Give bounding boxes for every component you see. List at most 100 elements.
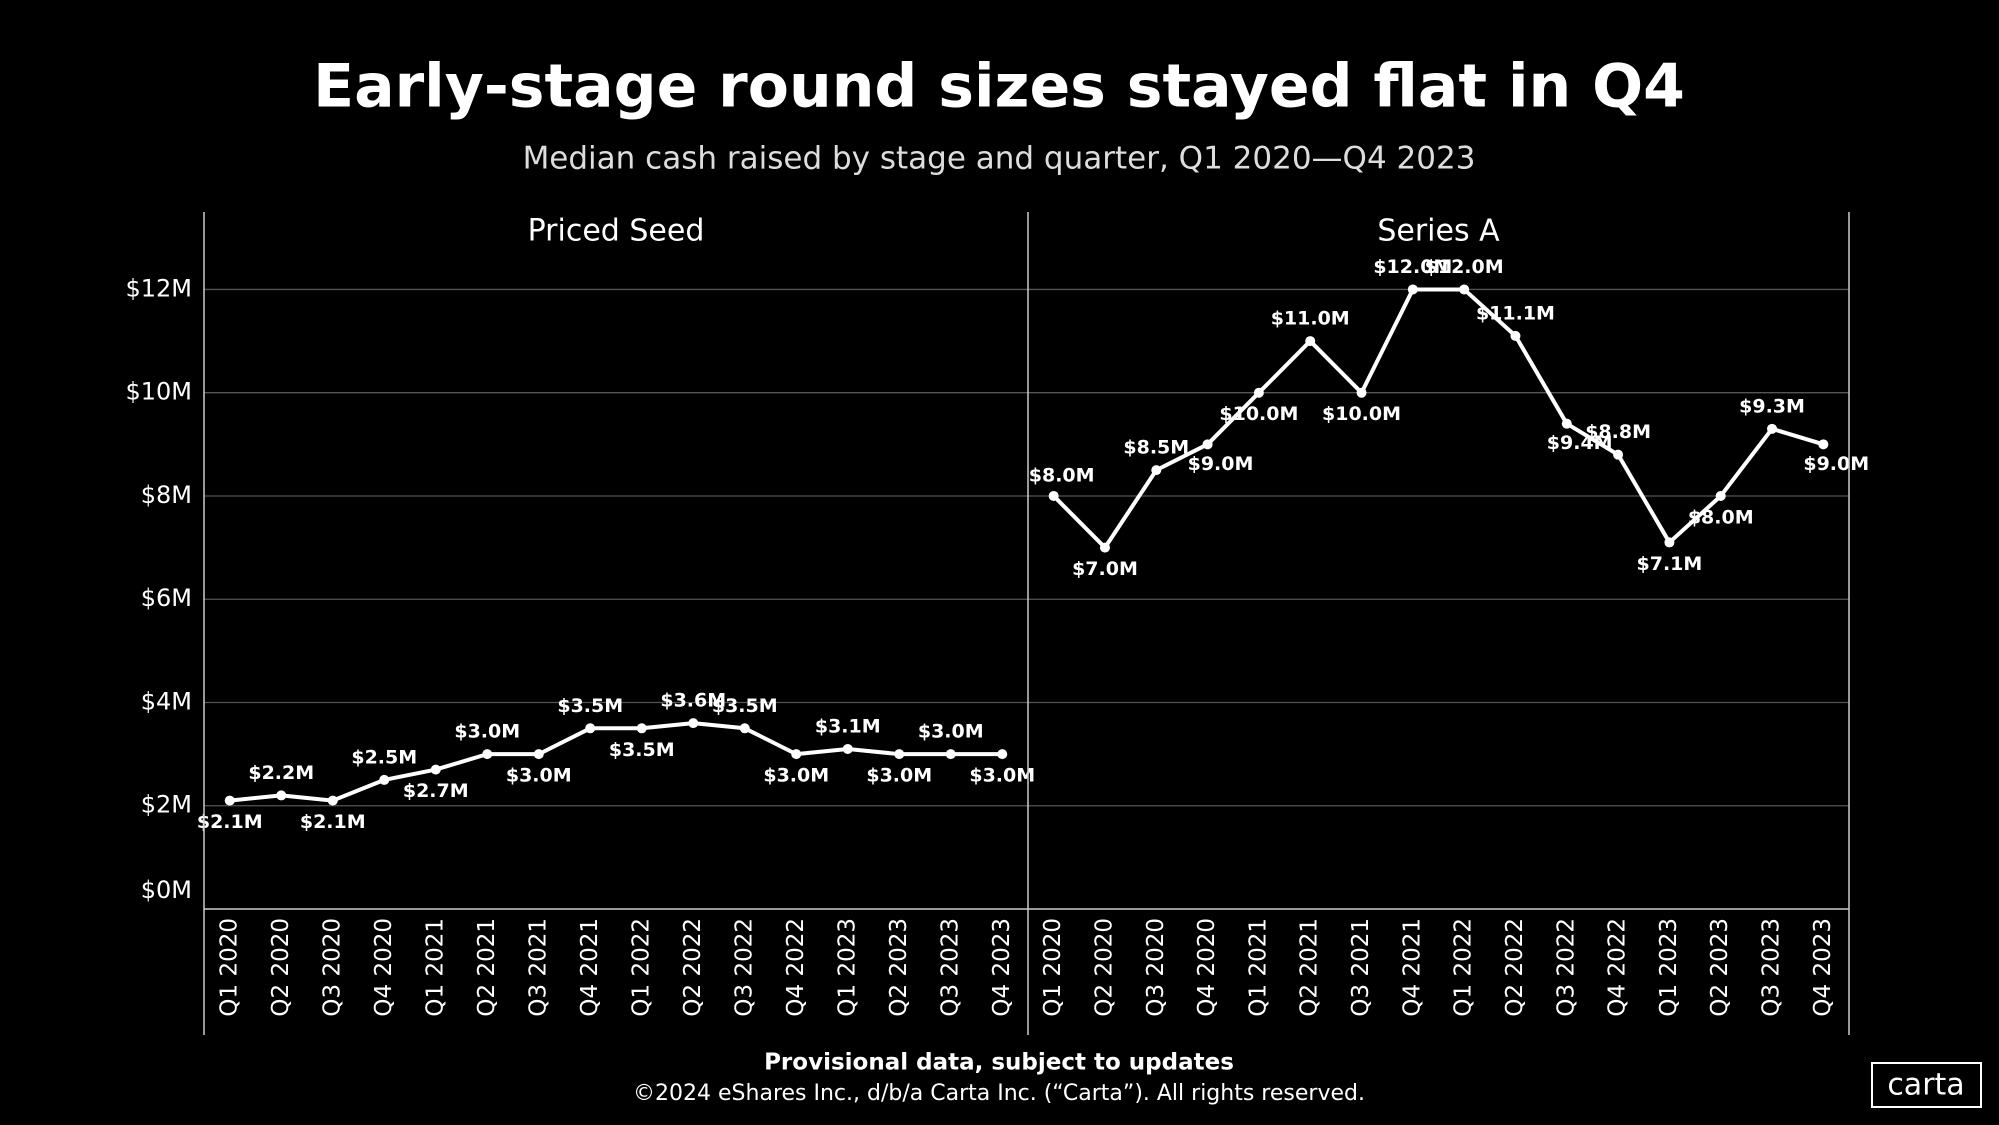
point [945, 749, 956, 760]
point [1151, 465, 1162, 476]
y-tick-label: $0M [141, 876, 192, 904]
point [585, 723, 596, 734]
y-tick-label: $2M [141, 791, 192, 819]
point [1715, 490, 1726, 501]
point [894, 749, 905, 760]
x-tick-label: Q4 2022 [783, 918, 809, 1017]
point [327, 795, 338, 806]
x-tick-label: Q4 2021 [577, 918, 603, 1017]
point [997, 749, 1008, 760]
value-label: $9.3M [1739, 395, 1805, 417]
footnote: Provisional data, subject to updates [764, 1050, 1234, 1076]
point [791, 749, 802, 760]
point [533, 749, 544, 760]
point [430, 764, 441, 775]
x-tick-label: Q2 2023 [1707, 918, 1733, 1017]
x-tick-label: Q3 2022 [731, 918, 757, 1017]
value-label: $3.1M [815, 715, 881, 737]
point [224, 795, 235, 806]
x-tick-label: Q3 2021 [1348, 918, 1374, 1017]
x-tick-label: Q1 2023 [1656, 918, 1682, 1017]
value-label: $3.6M [660, 690, 726, 712]
value-label: $3.5M [609, 739, 675, 761]
x-tick-label: Q1 2021 [1245, 918, 1271, 1017]
x-tick-label: Q1 2022 [1451, 918, 1477, 1017]
point [1767, 423, 1778, 434]
value-label: $7.0M [1072, 558, 1138, 580]
x-tick-label: Q3 2020 [1143, 918, 1169, 1017]
x-tick-label: Q2 2020 [1091, 918, 1117, 1017]
x-tick-label: Q2 2021 [474, 918, 500, 1017]
x-tick-label: Q2 2020 [268, 918, 294, 1017]
point [636, 723, 647, 734]
value-label: $12.0M [1425, 256, 1504, 278]
x-tick-label: Q4 2023 [989, 918, 1015, 1017]
y-tick-label: $8M [141, 481, 192, 509]
point [1818, 439, 1829, 450]
value-label: $11.1M [1476, 302, 1555, 324]
x-tick-label: Q1 2021 [422, 918, 448, 1017]
value-label: $8.0M [1029, 464, 1095, 486]
point [1613, 449, 1624, 460]
y-tick-label: $6M [141, 584, 192, 612]
y-tick-label: $4M [141, 687, 192, 715]
x-tick-label: Q2 2022 [680, 918, 706, 1017]
point [1202, 439, 1213, 450]
x-tick-label: Q3 2023 [1759, 918, 1785, 1017]
x-tick-label: Q2 2023 [886, 918, 912, 1017]
x-tick-label: Q2 2021 [1297, 918, 1323, 1017]
value-label: $10.0M [1219, 403, 1298, 425]
x-tick-label: Q1 2023 [834, 918, 860, 1017]
x-tick-label: Q4 2021 [1399, 918, 1425, 1017]
logo-box [1871, 1062, 1982, 1108]
value-label: $3.5M [712, 695, 778, 717]
value-label: $10.0M [1322, 403, 1401, 425]
point [1253, 387, 1264, 398]
x-tick-label: Q3 2021 [525, 918, 551, 1017]
x-tick-label: Q1 2020 [1040, 918, 1066, 1017]
value-label: $2.1M [300, 811, 366, 833]
point [1048, 490, 1059, 501]
x-tick-label: Q3 2023 [937, 918, 963, 1017]
value-label: $8.5M [1123, 437, 1189, 459]
value-label: $3.0M [969, 765, 1035, 787]
line [229, 721, 1003, 803]
x-tick-label: Q4 2020 [371, 918, 397, 1017]
x-tick-label: Q3 2020 [319, 918, 345, 1017]
panel-title: Series A [1377, 214, 1500, 249]
point [1510, 330, 1521, 341]
value-label: $3.0M [454, 721, 520, 743]
point [688, 718, 699, 729]
value-label: $9.0M [1803, 453, 1869, 475]
value-label: $9.0M [1188, 453, 1254, 475]
point [379, 774, 390, 785]
value-label: $3.0M [866, 765, 932, 787]
point [1459, 284, 1470, 295]
point [1305, 336, 1316, 347]
logo: carta [1887, 1068, 1964, 1103]
point [482, 749, 493, 760]
value-label: $2.5M [351, 746, 417, 768]
point [842, 743, 853, 754]
x-tick-label: Q3 2022 [1553, 918, 1579, 1017]
value-label: $3.0M [506, 765, 572, 787]
value-label: $8.8M [1585, 421, 1651, 443]
chart-title: Early-stage round sizes stayed flat in Q… [313, 52, 1685, 122]
y-tick-label: $12M [125, 274, 192, 302]
value-label: $7.1M [1637, 553, 1703, 575]
x-tick-label: Q4 2022 [1605, 918, 1631, 1017]
x-tick-label: Q1 2020 [216, 918, 242, 1017]
panel-title: Priced Seed [528, 214, 705, 249]
chart-subtitle: Median cash raised by stage and quarter,… [523, 141, 1476, 177]
x-tick-label: Q1 2022 [628, 918, 654, 1017]
value-label: $3.0M [918, 721, 984, 743]
x-tick-label: Q4 2023 [1810, 918, 1836, 1017]
point [1561, 418, 1572, 429]
point [739, 723, 750, 734]
x-tick-label: Q2 2022 [1502, 918, 1528, 1017]
point [1407, 284, 1418, 295]
value-label: $11.0M [1271, 308, 1350, 330]
point [276, 790, 287, 801]
y-tick-label: $10M [125, 378, 192, 406]
